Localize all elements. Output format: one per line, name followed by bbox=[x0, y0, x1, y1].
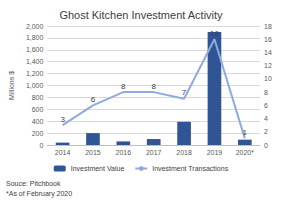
svg-text:2019: 2019 bbox=[207, 149, 223, 156]
svg-text:800: 800 bbox=[32, 94, 44, 101]
svg-text:2014: 2014 bbox=[55, 149, 71, 156]
svg-text:6: 6 bbox=[264, 102, 268, 109]
svg-text:600: 600 bbox=[32, 106, 44, 113]
svg-text:Investment Value: Investment Value bbox=[71, 165, 125, 172]
svg-text:16: 16 bbox=[264, 36, 272, 43]
svg-text:2020*: 2020* bbox=[236, 149, 255, 156]
svg-text:0: 0 bbox=[264, 142, 268, 149]
svg-text:*As of February 2020: *As of February 2020 bbox=[6, 190, 72, 198]
svg-text:1,000: 1,000 bbox=[26, 82, 44, 89]
svg-text:0: 0 bbox=[40, 142, 44, 149]
svg-text:8: 8 bbox=[151, 82, 156, 91]
svg-text:1,200: 1,200 bbox=[26, 70, 44, 77]
svg-text:Ghost Kitchen Investment Activ: Ghost Kitchen Investment Activity bbox=[59, 9, 223, 21]
svg-text:8: 8 bbox=[264, 89, 268, 96]
svg-text:4: 4 bbox=[264, 115, 268, 122]
svg-text:16: 16 bbox=[210, 29, 219, 38]
svg-text:14: 14 bbox=[264, 49, 272, 56]
svg-text:2018: 2018 bbox=[176, 149, 192, 156]
svg-text:3: 3 bbox=[60, 115, 65, 124]
svg-text:8: 8 bbox=[121, 82, 126, 91]
svg-text:Investment Transactions: Investment Transactions bbox=[152, 165, 228, 172]
svg-text:2,000: 2,000 bbox=[26, 23, 44, 30]
svg-text:2016: 2016 bbox=[116, 149, 132, 156]
svg-text:12: 12 bbox=[264, 62, 272, 69]
svg-text:2015: 2015 bbox=[85, 149, 101, 156]
svg-text:10: 10 bbox=[264, 75, 272, 82]
svg-text:1: 1 bbox=[243, 128, 248, 137]
svg-text:7: 7 bbox=[182, 88, 187, 97]
svg-text:1,800: 1,800 bbox=[26, 34, 44, 41]
svg-text:Souce: Pitchbook: Souce: Pitchbook bbox=[6, 180, 61, 187]
svg-text:2: 2 bbox=[264, 128, 268, 135]
svg-text:2017: 2017 bbox=[146, 149, 162, 156]
svg-text:1,600: 1,600 bbox=[26, 46, 44, 53]
svg-text:6: 6 bbox=[91, 95, 96, 104]
svg-text:Millions $: Millions $ bbox=[8, 71, 15, 100]
svg-text:1,400: 1,400 bbox=[26, 58, 44, 65]
svg-text:200: 200 bbox=[32, 130, 44, 137]
svg-text:18: 18 bbox=[264, 23, 272, 30]
svg-text:400: 400 bbox=[32, 118, 44, 125]
